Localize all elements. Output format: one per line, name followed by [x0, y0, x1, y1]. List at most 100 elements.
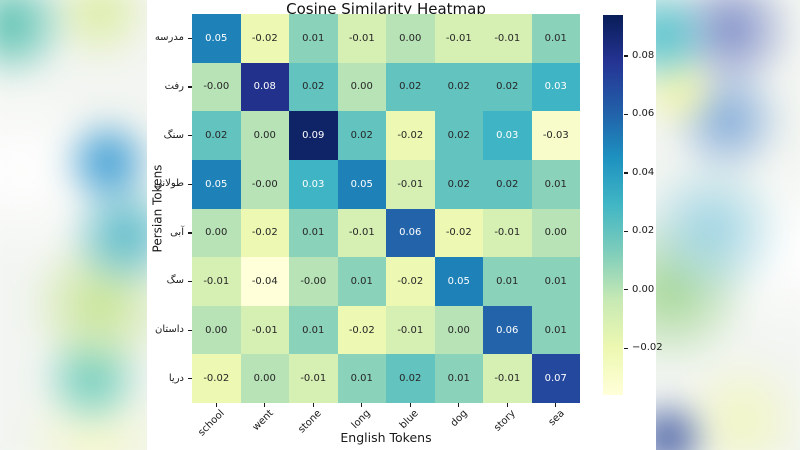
heatmap-cell: 0.01	[434, 354, 483, 403]
heatmap-cell: 0.00	[386, 14, 435, 63]
y-tick-label: سنگ	[163, 129, 184, 141]
heatmap-cell: 0.05	[192, 14, 241, 63]
x-tick-mark	[409, 403, 411, 407]
x-tick-mark	[506, 403, 508, 407]
y-tick-mark	[188, 37, 192, 39]
colorbar-tick-mark	[624, 172, 628, 174]
colorbar-tick-mark	[624, 289, 628, 291]
colorbar-tick-label: −0.02	[632, 342, 663, 354]
y-tick-mark	[188, 86, 192, 88]
heatmap-cell: -0.02	[386, 257, 435, 306]
x-tick-mark	[458, 403, 460, 407]
heatmap-cell: 0.02	[289, 62, 338, 112]
heatmap-cell: -0.01	[483, 14, 532, 63]
heatmap-cell: 0.08	[240, 62, 289, 112]
heatmap-cell: 0.03	[483, 111, 532, 160]
heatmap-cell: 0.05	[192, 159, 241, 209]
heatmap-cell: 0.09	[289, 111, 338, 160]
heatmap-cell: -0.01	[337, 208, 386, 258]
heatmap-cell: -0.01	[289, 354, 338, 403]
heatmap-cell: -0.04	[240, 257, 289, 306]
y-tick-label: طولانی	[154, 178, 184, 190]
heatmap-cell: 0.02	[386, 354, 435, 403]
heatmap-cell: 0.05	[434, 257, 483, 306]
y-tick-label: رفت	[164, 80, 184, 92]
heatmap-cell: 0.01	[289, 208, 338, 258]
heatmap-cell: -0.01	[483, 208, 532, 258]
chart-title: Cosine Similarity Heatmap	[286, 0, 486, 18]
y-tick-mark	[188, 280, 192, 283]
heatmap-cell: 0.01	[531, 14, 580, 63]
colorbar-tick-label: 0.04	[632, 166, 655, 178]
heatmap-cell: 0.02	[434, 111, 483, 160]
heatmap-cell: 0.01	[531, 305, 580, 355]
heatmap-cell: 0.06	[386, 208, 435, 258]
colorbar: 0.08 0.06 0.04 0.02 0.00 −0.02	[603, 15, 665, 395]
y-tick-mark	[188, 135, 192, 137]
colorbar-gradient	[603, 15, 623, 395]
heatmap-cell: 0.00	[240, 111, 289, 160]
heatmap-cell: -0.00	[289, 257, 338, 306]
heatmap-figure: Cosine Similarity Heatmap Persian Tokens…	[147, 0, 663, 450]
heatmap-cell: 0.01	[337, 354, 386, 403]
colorbar-tick-mark	[624, 230, 628, 232]
heatmap-cell: 0.03	[531, 62, 580, 112]
y-tick-mark	[188, 329, 192, 331]
heatmap-cell: 0.00	[192, 208, 241, 258]
heatmap-cell: -0.01	[337, 14, 386, 63]
heatmap-cell: 0.01	[289, 14, 338, 63]
heatmap-cell: -0.02	[240, 14, 289, 63]
heatmap-grid: 0.05 -0.02 0.01 -0.01 0.00 -0.01 -0.01 0.01 -0.0…	[192, 14, 580, 403]
x-tick-mark	[215, 403, 217, 407]
heatmap-cell: -0.02	[192, 354, 241, 403]
heatmap-cell: -0.01	[386, 159, 435, 209]
heatmap-cell: 0.01	[337, 257, 386, 306]
x-tick-mark	[555, 403, 557, 407]
y-tick-mark	[188, 183, 192, 185]
heatmap-cell: -0.00	[240, 159, 289, 209]
heatmap-cell: 0.02	[434, 62, 483, 112]
y-tick-label: مدرسه	[154, 32, 184, 44]
heatmap-cell: 0.02	[337, 111, 386, 160]
colorbar-tick-mark	[624, 347, 628, 349]
x-axis-label: English Tokens	[340, 430, 432, 445]
heatmap-cell: 0.00	[531, 208, 580, 258]
heatmap-cell: -0.00	[192, 62, 241, 112]
heatmap-cell: -0.02	[386, 111, 435, 160]
heatmap-cell: 0.02	[483, 62, 532, 112]
heatmap-cell: 0.06	[483, 305, 532, 355]
heatmap-cell: 0.02	[483, 159, 532, 209]
heatmap-cell: -0.03	[531, 111, 580, 160]
heatmap-cell: 0.02	[434, 159, 483, 209]
colorbar-tick-label: 0.00	[632, 283, 655, 295]
colorbar-tick-label: 0.06	[632, 108, 655, 120]
y-tick-label: آبی	[170, 226, 184, 238]
heatmap-cell: -0.01	[240, 305, 289, 355]
heatmap-cell: -0.01	[386, 305, 435, 355]
colorbar-tick-mark	[624, 113, 628, 116]
heatmap-cell: 0.01	[483, 257, 532, 306]
y-tick-label: سگ	[166, 275, 184, 287]
heatmap-cell: 0.07	[531, 354, 580, 403]
heatmap-cell: -0.01	[483, 354, 532, 403]
x-tick-mark	[264, 403, 266, 407]
heatmap-cell: 0.03	[289, 159, 338, 209]
heatmap-cell: -0.01	[434, 14, 483, 63]
colorbar-tick-label: 0.08	[632, 49, 655, 61]
colorbar-tick-label: 0.02	[632, 225, 655, 237]
heatmap-cell: 0.05	[337, 159, 386, 209]
heatmap-cell: -0.02	[434, 208, 483, 258]
heatmap-cell: 0.00	[434, 305, 483, 355]
x-tick-mark	[361, 403, 363, 407]
heatmap-cell: -0.02	[240, 208, 289, 258]
y-tick-label: دریا	[168, 372, 184, 384]
heatmap-cell: 0.02	[192, 111, 241, 160]
y-tick-label: داستان	[154, 324, 184, 336]
heatmap-cell: 0.02	[386, 62, 435, 112]
heatmap-cell: 0.00	[337, 62, 386, 112]
x-tick-mark	[312, 403, 314, 407]
y-tick-mark	[188, 378, 192, 380]
heatmap-cell: 0.00	[240, 354, 289, 403]
heatmap-cell: -0.02	[337, 305, 386, 355]
